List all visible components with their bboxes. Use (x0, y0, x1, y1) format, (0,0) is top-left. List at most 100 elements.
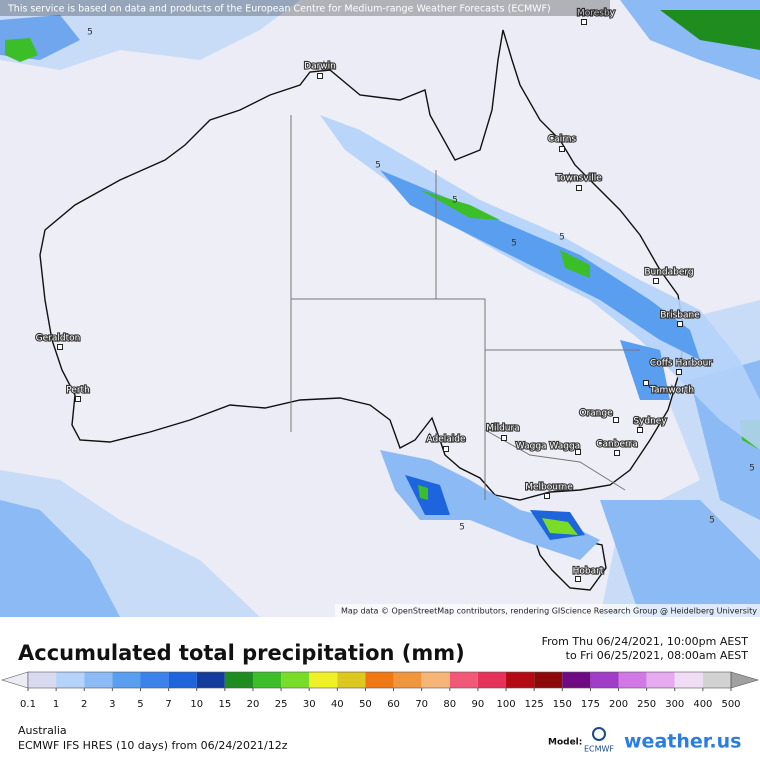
contour-label: 5 (559, 233, 565, 243)
contour-label: 5 (511, 239, 517, 249)
city-label: Coffs Harbour (650, 359, 712, 369)
city-marker (676, 369, 682, 375)
colorbar-cell (477, 672, 507, 688)
precip-area (660, 10, 760, 50)
city-label: Orange (579, 409, 613, 419)
city-label: Geraldton (36, 334, 81, 344)
city-marker (544, 493, 550, 499)
colorbar-cell (646, 672, 675, 688)
colorbar-cell (28, 672, 57, 688)
colorbar-tick-label: 200 (609, 699, 628, 710)
colorbar-tick-label: 175 (581, 699, 600, 710)
city-marker (575, 449, 581, 455)
city-label: Mildura (486, 424, 519, 434)
city-marker (581, 19, 587, 25)
attribution-bar (335, 604, 760, 617)
city-marker (613, 417, 619, 423)
colorbar-cell (112, 672, 141, 688)
colorbar-tick-label: 80 (443, 699, 456, 710)
map-labels: Moresby Darwin Cairns Townsville Bundaberg Br… (35, 7, 755, 582)
model-run: ECMWF IFS HRES (10 days) from 06/24/2021… (18, 739, 288, 752)
colorbar-tick-label: 20 (247, 699, 260, 710)
state-borders (290, 115, 640, 500)
contour-label: 5 (459, 523, 465, 533)
city-marker (637, 427, 643, 433)
colorbar-cell (337, 672, 366, 688)
colorbar-cell (168, 672, 197, 688)
city-marker (576, 185, 582, 191)
city-marker (559, 146, 565, 152)
city-label: Hobart (573, 567, 604, 577)
colorbar-tick-label: 15 (218, 699, 231, 710)
colorbar-tick-label: 500 (721, 699, 740, 710)
title: Accumulated total precipitation (mm) (18, 641, 465, 665)
colorbar-tick-label: 7 (165, 699, 171, 710)
colorbar-cell (449, 672, 478, 688)
precip-area (0, 500, 120, 617)
colorbar-cell (618, 672, 647, 688)
land (39, 29, 685, 501)
colorbar-tick-label: 100 (496, 699, 515, 710)
colorbar-cell (590, 672, 619, 688)
colorbar-tick-label: 40 (331, 699, 344, 710)
valid-from: From Thu 06/24/2021, 10:00pm AEST (542, 635, 749, 648)
colorbar-tick-label: 150 (553, 699, 572, 710)
colorbar-over (730, 671, 760, 689)
colorbar-cell (506, 672, 535, 688)
city-marker (677, 321, 683, 327)
city-label: Brisbane (660, 311, 700, 321)
colorbar-cell (224, 672, 253, 688)
precip-area (418, 485, 428, 500)
model-logo: ECMWF (584, 745, 614, 754)
colorbar-cell (702, 672, 731, 688)
city-label: Darwin (304, 62, 336, 72)
city-label: Perth (66, 386, 90, 396)
city-marker (317, 73, 323, 79)
city-marker (575, 576, 581, 582)
city-label: Cairns (548, 135, 577, 145)
colorbar-cell (56, 672, 85, 688)
colorbar-tick-label: 2 (81, 699, 87, 710)
attribution: Map data © OpenStreetMap contributors, r… (341, 607, 757, 616)
colorbar-cell (674, 672, 703, 688)
precip-area (0, 0, 300, 70)
colorbar-tick-label: 25 (275, 699, 288, 710)
colorbar-cell (196, 672, 225, 688)
colorbar-frame (27, 671, 732, 689)
city-label: Sydney (633, 417, 667, 427)
colorbar-cell (309, 672, 338, 688)
colorbar-tick-label: 250 (637, 699, 656, 710)
colorbar-cell (84, 672, 113, 688)
city-marker (614, 450, 620, 456)
precip-area (5, 38, 38, 62)
colorbar-tick-label: 70 (415, 699, 428, 710)
colorbar-cell (281, 672, 310, 688)
contour-label: 5 (749, 464, 755, 474)
colorbar: 0.1 1 2 3 5 7 10 15 20 25 30 40 50 60 70 80 90 100 125 150 1… (0, 671, 760, 710)
colorbar-tick-label: 50 (359, 699, 372, 710)
city-marker (653, 278, 659, 284)
colorbar-tick-label: 10 (190, 699, 203, 710)
city-label: Bundaberg (644, 268, 693, 278)
colorbar-tick-label: 30 (303, 699, 316, 710)
precip-area (560, 250, 590, 278)
colorbar-tick-label: 125 (525, 699, 544, 710)
colorbar-tick-label: 60 (387, 699, 400, 710)
border (484, 429, 626, 491)
map: Moresby Darwin Cairns Townsville Bundaberg Br… (0, 0, 760, 617)
model-label: Model: (548, 738, 582, 748)
city-label: Townsville (555, 174, 602, 184)
colorbar-under (0, 671, 29, 689)
contour-label: 5 (709, 516, 715, 526)
colorbar-tick-label: 90 (472, 699, 485, 710)
city-label: Moresby (577, 9, 616, 19)
colorbar-tick-label: 400 (693, 699, 712, 710)
city-label: Canberra (596, 440, 638, 450)
colorbar-cell (421, 672, 450, 688)
colorbar-cell (140, 672, 169, 688)
brand: weather.us (624, 731, 741, 753)
city-label: Tamworth (649, 386, 694, 396)
contour-label: 5 (375, 161, 381, 171)
precip-area (380, 170, 700, 360)
